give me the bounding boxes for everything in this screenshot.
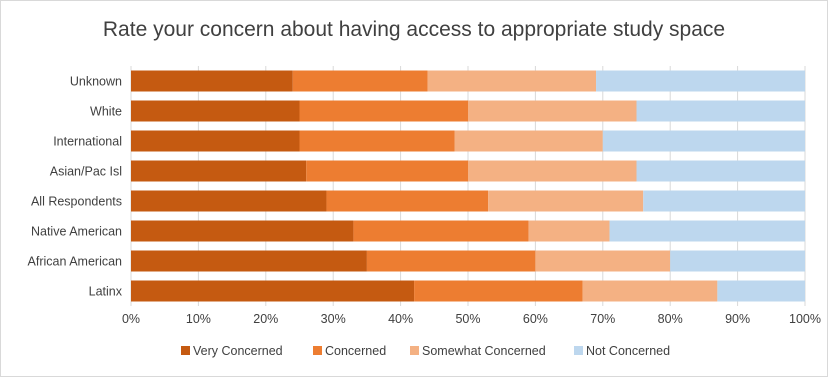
legend-label: Very Concerned: [193, 344, 283, 358]
legend-label: Somewhat Concerned: [422, 344, 546, 358]
category-label: Asian/Pac Isl: [50, 165, 122, 179]
bar-segment: [131, 160, 307, 182]
x-tick-label: 80%: [658, 312, 683, 326]
bar-segment: [488, 190, 644, 212]
bar-segment: [131, 280, 415, 302]
legend-swatch: [574, 346, 583, 355]
bar-segment: [131, 70, 293, 92]
bar-segment: [366, 250, 536, 272]
bar-segment: [299, 130, 455, 152]
legend: Very Concerned Concerned Somewhat Concerne…: [181, 344, 670, 358]
x-axis-tick-labels: 0% 10% 20% 30% 40% 50% 60% 70% 80% 90% 100%: [122, 312, 821, 326]
legend-swatch: [313, 346, 322, 355]
legend-swatch: [410, 346, 419, 355]
x-tick-label: 70%: [590, 312, 615, 326]
bar-segment: [468, 160, 637, 182]
x-tick-label: 100%: [789, 312, 821, 326]
category-label: Unknown: [70, 75, 122, 89]
bar-segment: [596, 70, 805, 92]
category-label: All Respondents: [31, 195, 122, 209]
bar-segment: [636, 160, 805, 182]
bar-segment: [427, 70, 597, 92]
category-labels: Unknown White International Asian/Pac Isl Al…: [28, 75, 123, 299]
bar-segment: [602, 130, 805, 152]
x-tick-label: 20%: [253, 312, 278, 326]
bar-segment: [299, 100, 468, 122]
bar-segment: [326, 190, 489, 212]
bar-segment: [454, 130, 603, 152]
x-tick-label: 10%: [186, 312, 211, 326]
bar-segment: [414, 280, 583, 302]
x-tick-label: 0%: [122, 312, 140, 326]
bar-segment: [528, 220, 610, 242]
bar-segment: [353, 220, 529, 242]
bar-segment: [468, 100, 637, 122]
category-label: Latinx: [89, 285, 123, 299]
bar-segment: [717, 280, 805, 302]
bar-segment: [292, 70, 428, 92]
category-label: Native American: [31, 225, 122, 239]
x-tick-label: 90%: [725, 312, 750, 326]
legend-label: Concerned: [325, 344, 386, 358]
bar-segment: [131, 130, 300, 152]
bar-segment: [636, 100, 805, 122]
bar-segment: [582, 280, 718, 302]
x-tick-label: 60%: [523, 312, 548, 326]
bar-segment: [670, 250, 805, 272]
bars: [131, 70, 805, 302]
bar-segment: [131, 190, 327, 212]
bar-segment: [609, 220, 805, 242]
category-label: International: [53, 135, 122, 149]
legend-label: Not Concerned: [586, 344, 670, 358]
bar-segment: [643, 190, 805, 212]
bar-segment: [306, 160, 468, 182]
category-label: White: [90, 105, 122, 119]
bar-segment: [535, 250, 671, 272]
category-label: African American: [28, 255, 123, 269]
x-tick-label: 50%: [455, 312, 480, 326]
x-tick-label: 30%: [321, 312, 346, 326]
legend-swatch: [181, 346, 190, 355]
bar-segment: [131, 220, 354, 242]
bar-segment: [131, 100, 300, 122]
chart-title: Rate your concern about having access to…: [102, 18, 726, 41]
bar-segment: [131, 250, 367, 272]
x-tick-label: 40%: [388, 312, 413, 326]
